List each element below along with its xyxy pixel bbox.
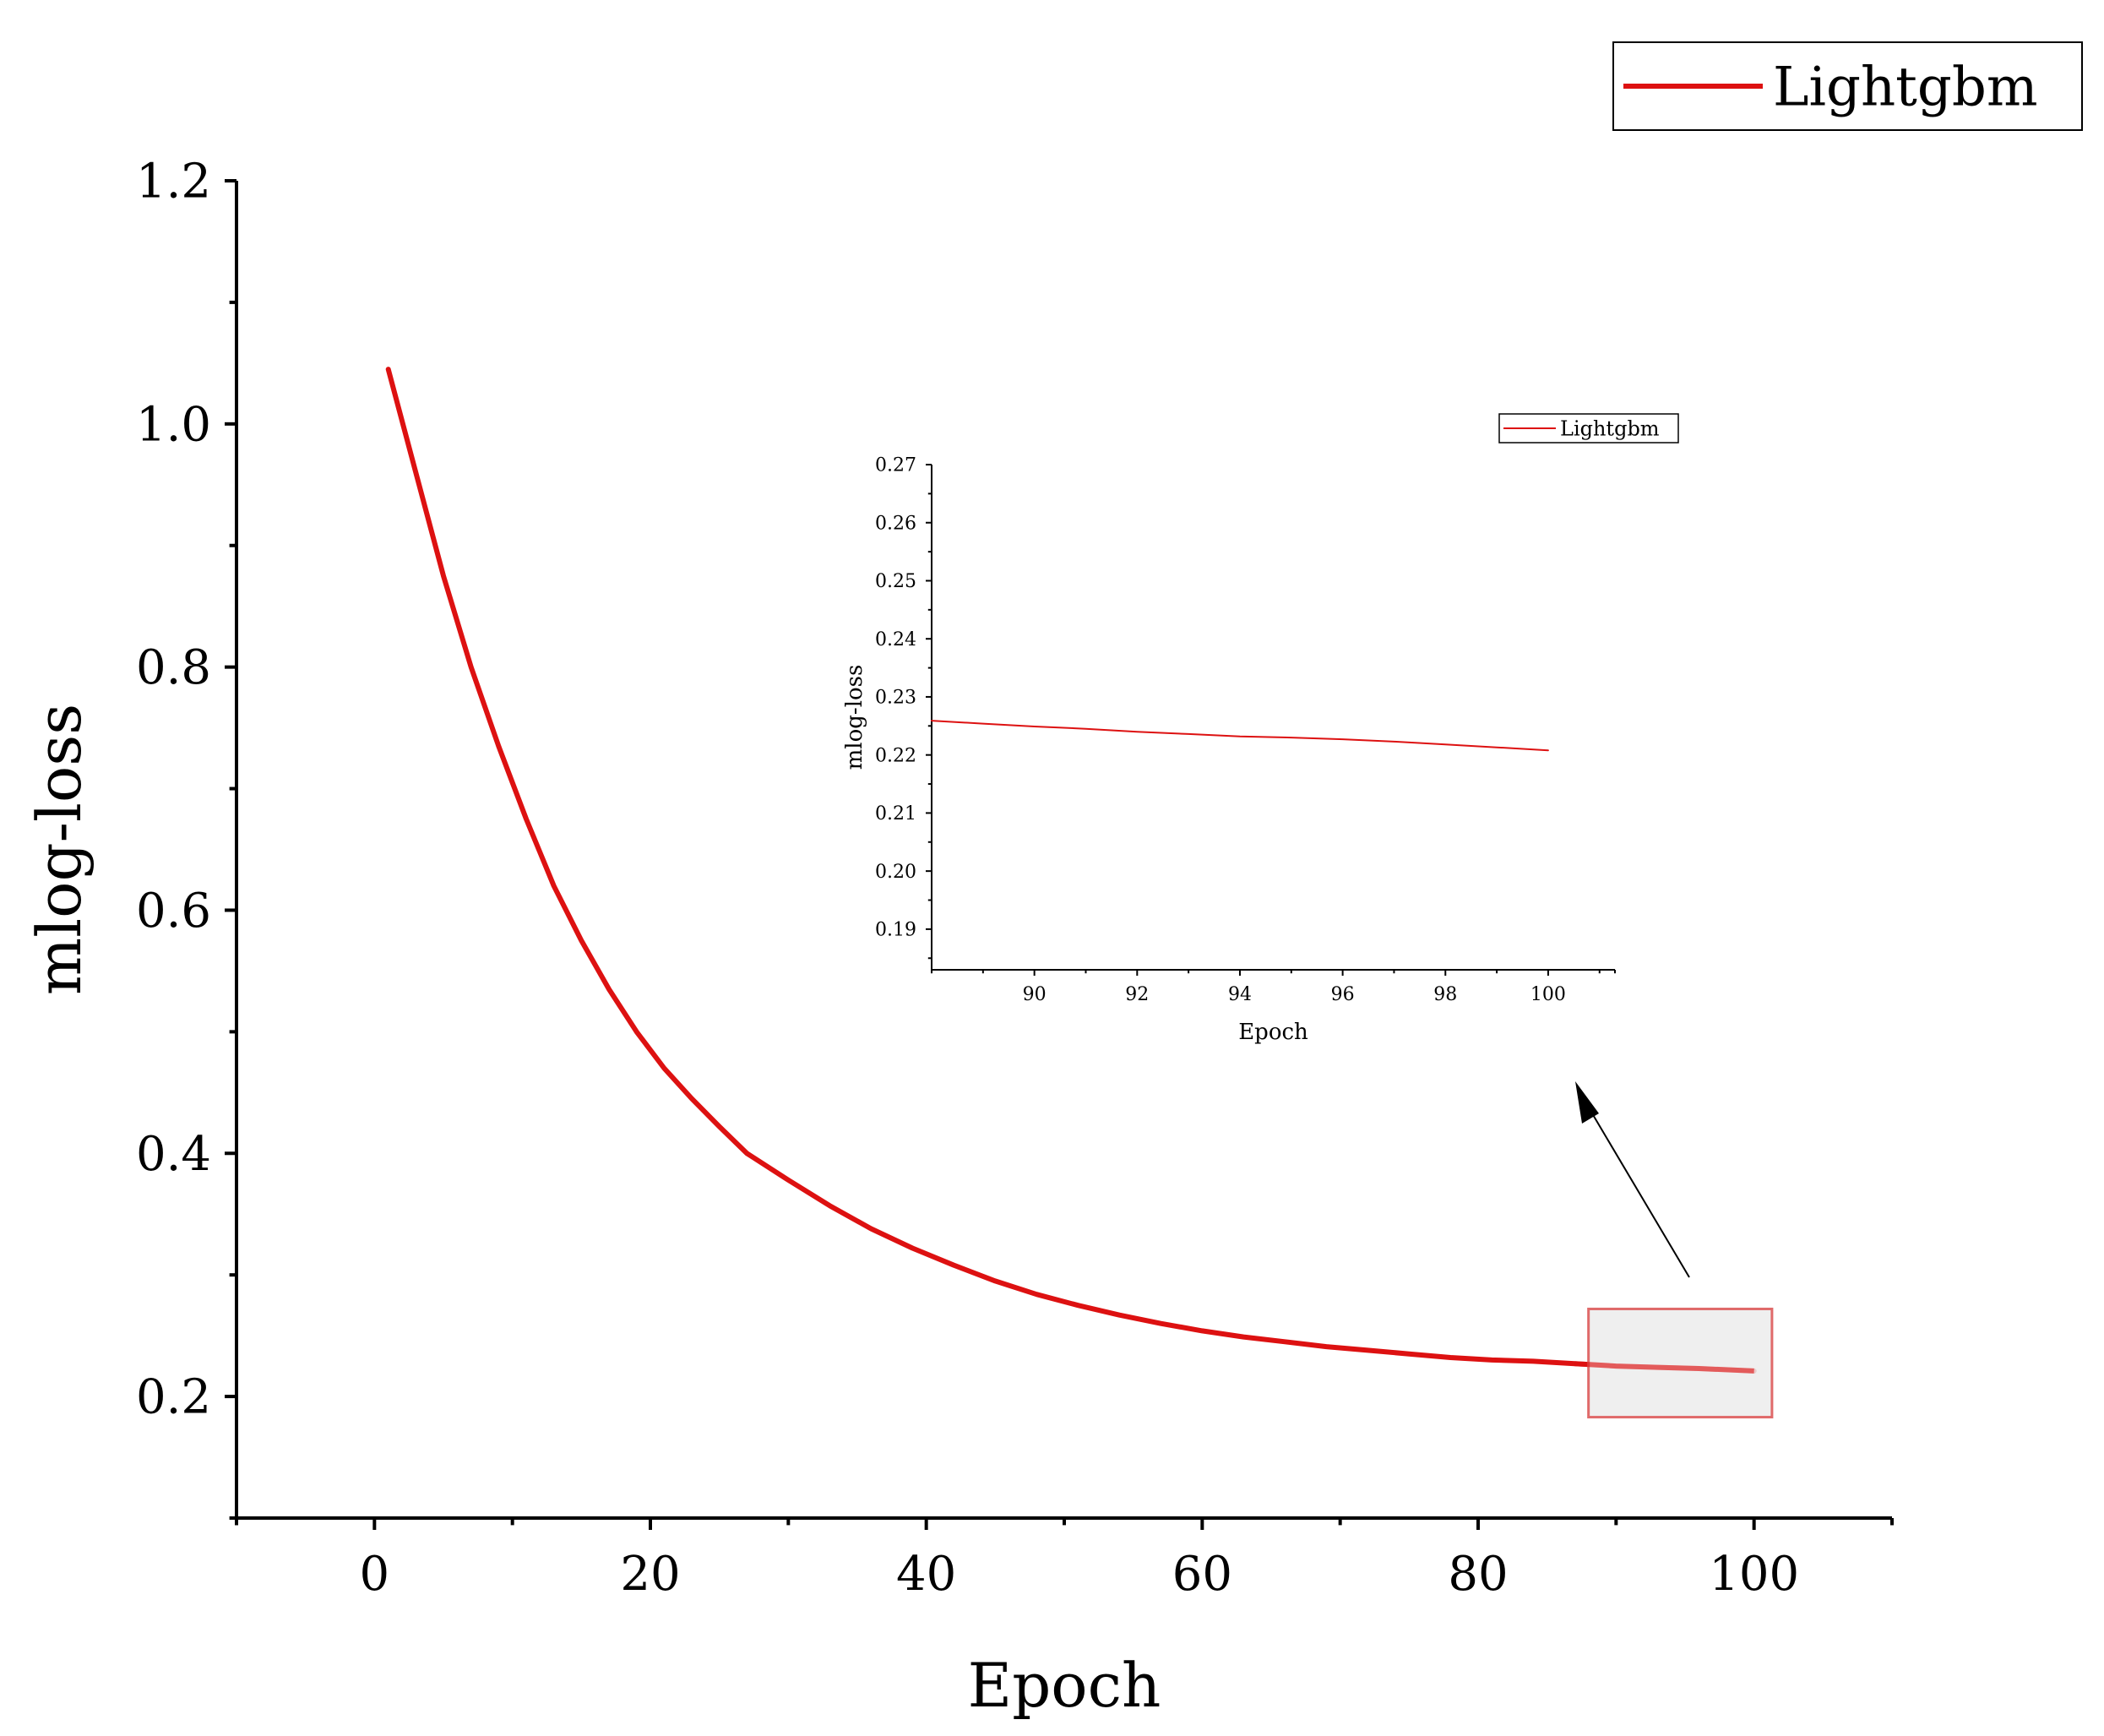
y-tick-label: 0.2 xyxy=(136,1370,211,1425)
x-tick-label: 40 xyxy=(896,1547,956,1602)
x-tick-label: 20 xyxy=(620,1547,680,1602)
y-axis-title: mlog-loss xyxy=(842,665,867,770)
series-line-lightgbm xyxy=(385,367,1757,1374)
inset-chart: 90 92 94 96 98 100 0.19 0.20 0.21 0.22 0.23 0.24 0.2… xyxy=(842,413,1679,1045)
x-tick-label: 98 xyxy=(1433,984,1457,1005)
y-tick-label: 0.25 xyxy=(875,571,916,592)
zoom-arrow-line xyxy=(1591,1113,1690,1278)
x-axis-title: Epoch xyxy=(1238,1020,1308,1045)
y-tick-label: 1.0 xyxy=(136,397,211,452)
y-tick-label: 0.24 xyxy=(875,629,916,650)
main-chart: 0 20 40 60 80 100 0.2 0.4 0.6 0.8 1.0 1.2 Epoch mlog-… xyxy=(24,41,2083,1721)
legend-label: Lightgbm xyxy=(1773,56,2038,118)
zoom-series-overlay xyxy=(1574,1361,1754,1374)
y-tick-label: 0.22 xyxy=(875,745,916,766)
zoom-region-box xyxy=(1587,1307,1774,1419)
y-tick-label: 0.23 xyxy=(875,688,916,709)
x-tick-label: 80 xyxy=(1448,1547,1508,1602)
y-tick-label: 0.20 xyxy=(875,862,916,883)
x-tick-label: 60 xyxy=(1172,1547,1232,1602)
y-tick-label: 0.19 xyxy=(875,920,916,941)
y-tick-label: 0.26 xyxy=(875,513,916,534)
x-tick-label: 90 xyxy=(1023,984,1047,1005)
x-tick-label: 100 xyxy=(1530,984,1566,1005)
y-tick-label: 0.21 xyxy=(875,803,916,824)
x-tick-label: 0 xyxy=(360,1547,390,1602)
y-tick-label: 0.6 xyxy=(136,884,211,939)
x-tick-label: 94 xyxy=(1228,984,1252,1005)
series-line-lightgbm xyxy=(931,720,1549,752)
legend-label: Lightgbm xyxy=(1560,416,1660,440)
y-tick-label: 0.4 xyxy=(136,1127,211,1182)
zoom-arrow-head xyxy=(1575,1081,1599,1124)
y-axis-title: mlog-loss xyxy=(24,704,95,995)
y-tick-label: 0.8 xyxy=(136,640,211,695)
x-tick-label: 100 xyxy=(1709,1547,1799,1602)
y-tick-label: 1.2 xyxy=(136,155,211,210)
x-tick-label: 96 xyxy=(1331,984,1355,1005)
y-tick-label: 0.27 xyxy=(875,455,916,476)
x-axis-title: Epoch xyxy=(968,1650,1161,1721)
x-tick-label: 92 xyxy=(1125,984,1149,1005)
